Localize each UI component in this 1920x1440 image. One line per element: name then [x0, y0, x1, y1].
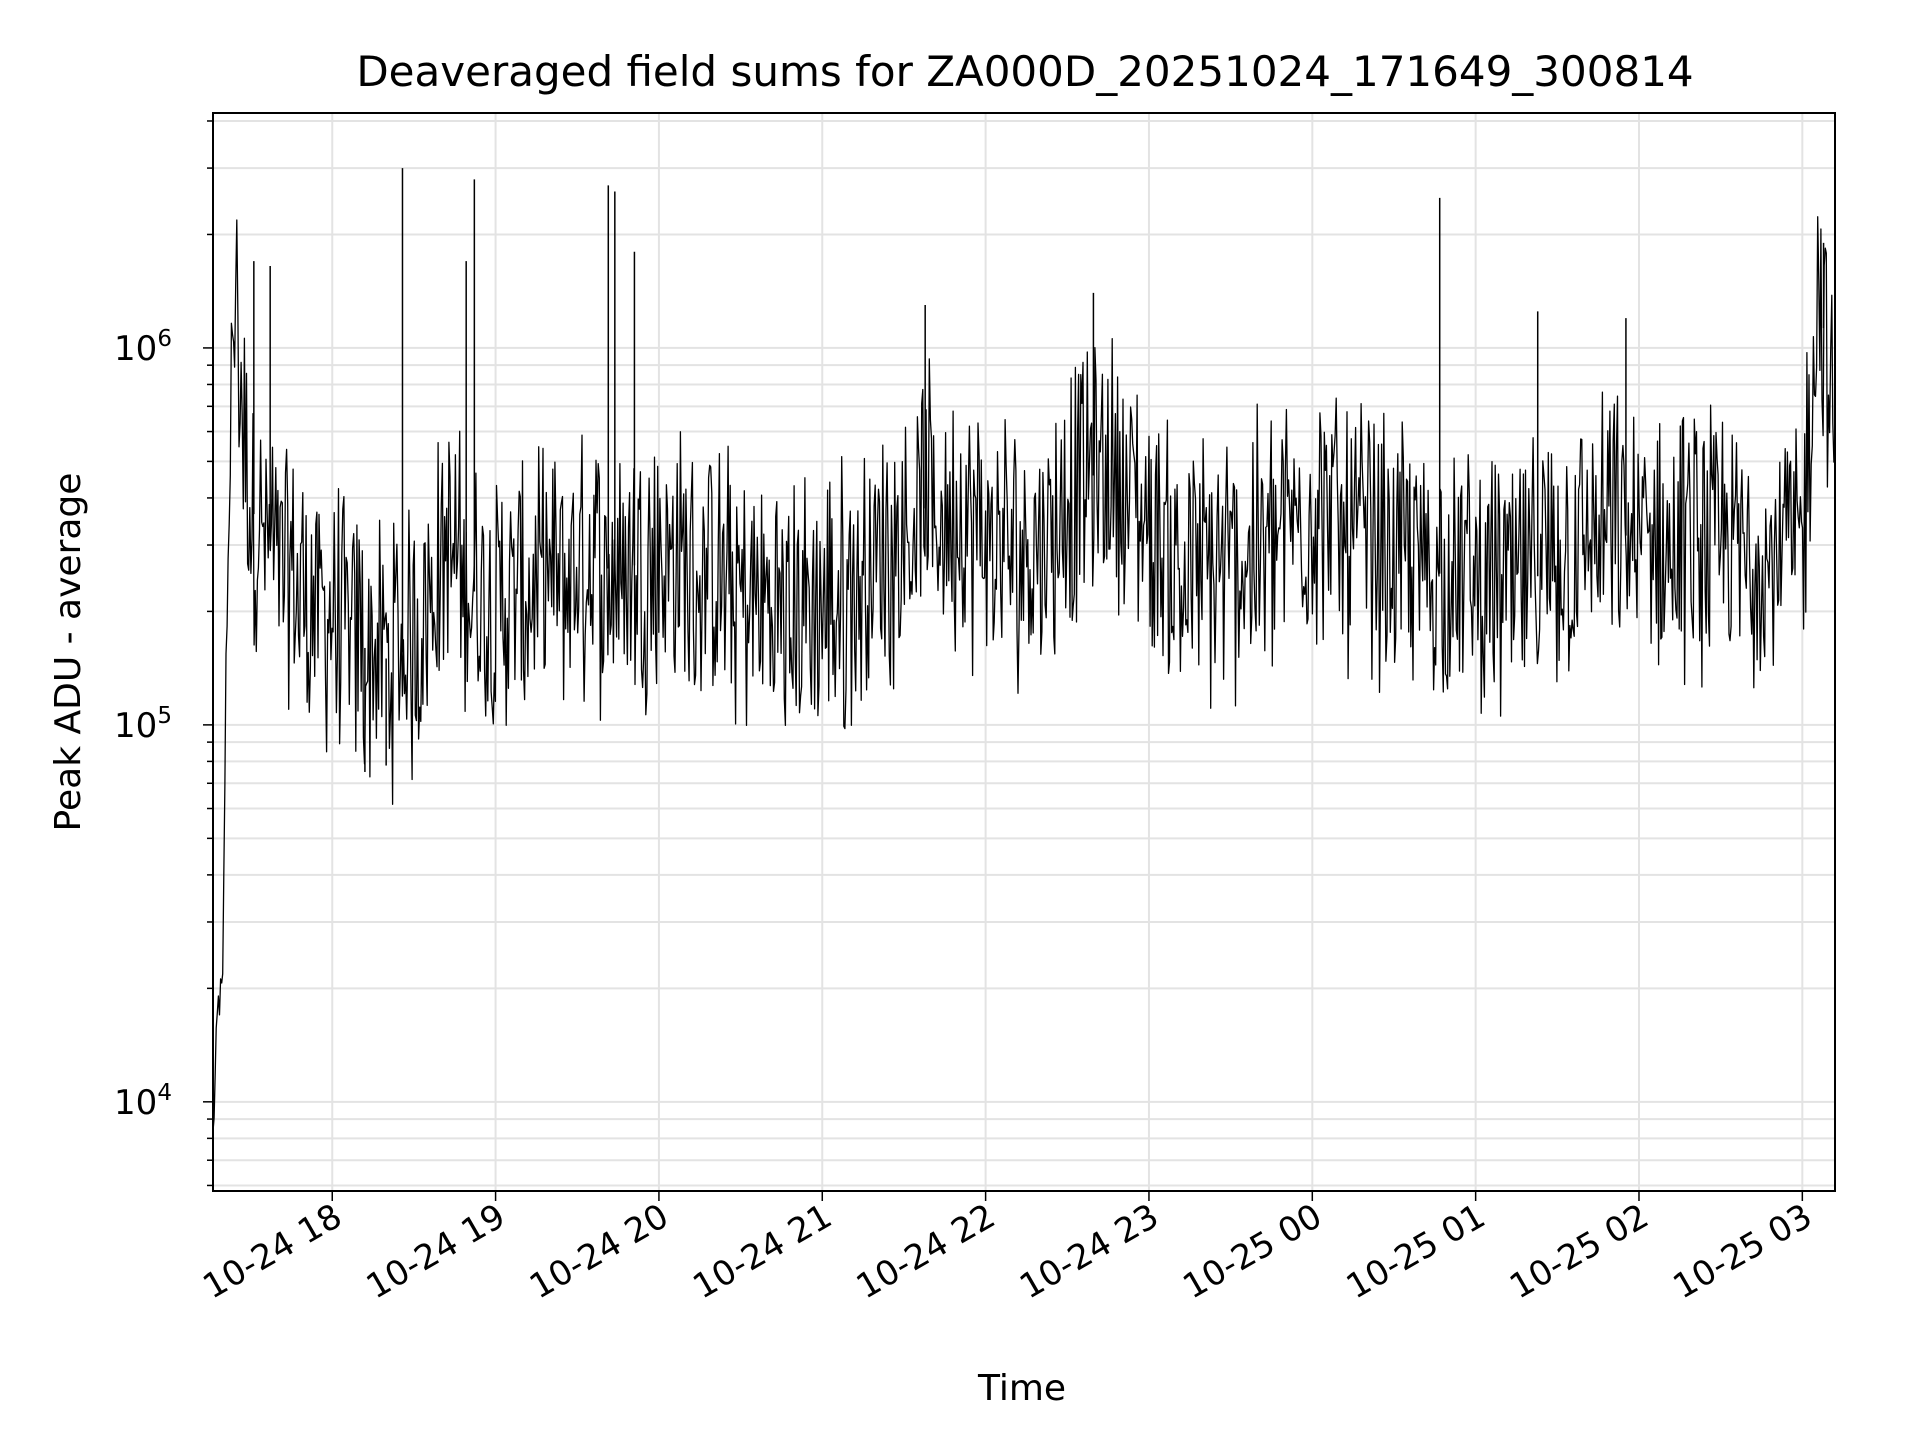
y-tick-label-exponent: 6 — [157, 326, 172, 352]
series-layer — [212, 168, 1836, 1132]
y-tick-label-base: 10 — [114, 706, 157, 746]
x-axis-label: Time — [977, 1368, 1066, 1409]
y-tick-label-exponent: 5 — [157, 703, 172, 729]
y-tick-label: 106 — [114, 326, 172, 369]
y-tick-label: 104 — [114, 1080, 172, 1123]
y-tick-label-base: 10 — [114, 1083, 157, 1123]
y-tick-label-base: 10 — [114, 329, 157, 369]
y-axis-label: Peak ADU - average — [48, 473, 89, 832]
data-series-line — [212, 216, 1836, 1132]
chart-title: Deaveraged field sums for ZA000D_2025102… — [356, 47, 1693, 96]
plot-frame — [212, 112, 1836, 1192]
grid-lines — [213, 113, 1835, 1191]
y-tick-label: 105 — [114, 703, 172, 746]
y-tick-label-exponent: 4 — [157, 1080, 172, 1106]
